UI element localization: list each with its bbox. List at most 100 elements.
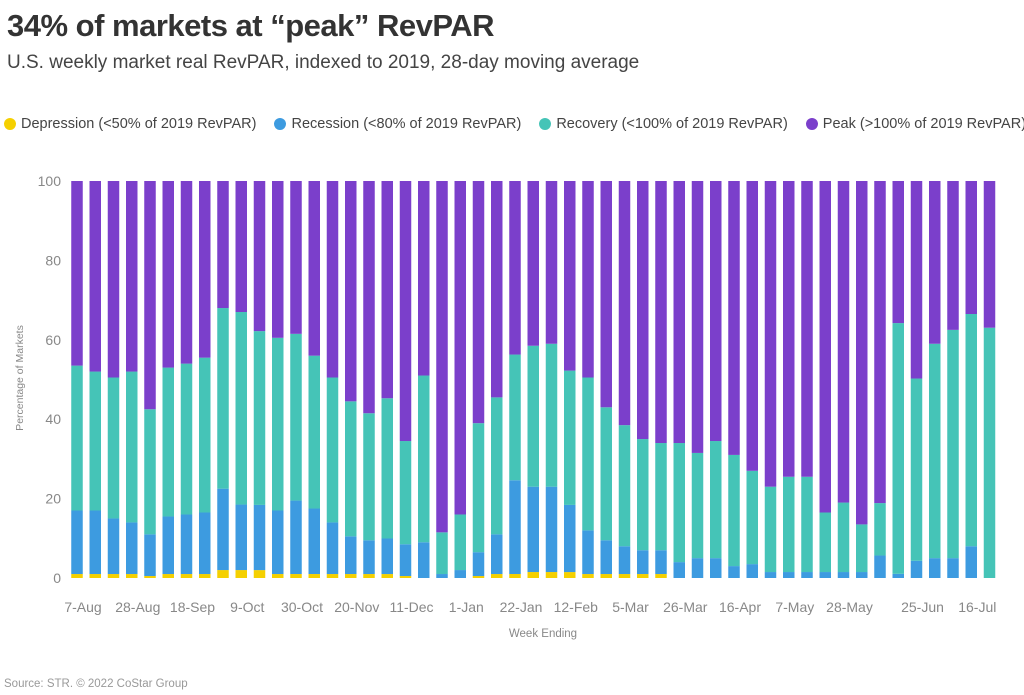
bar-segment (600, 540, 612, 575)
y-tick-label: 20 (45, 491, 61, 507)
bar-segment (107, 574, 120, 578)
bar-segment (764, 486, 777, 573)
bar-segment (253, 570, 266, 578)
legend-label-peak: Peak (>100% of 2019 RevPAR) (822, 116, 1024, 132)
x-tick-label: 5-Mar (612, 599, 649, 615)
bar-segment (929, 181, 941, 344)
bar-segment (199, 512, 211, 575)
bar-segment (235, 504, 247, 571)
x-tick-label: 20-Nov (334, 599, 379, 615)
bar-segment (655, 181, 667, 444)
bar-segment (837, 502, 850, 573)
bar-segment (71, 365, 83, 511)
bar-segment (965, 314, 977, 547)
x-axis-label: Week Ending (509, 628, 577, 640)
bar-segment (582, 530, 594, 575)
bar-segment (71, 574, 83, 578)
bar-segment (983, 327, 996, 578)
bar-segment (874, 503, 886, 556)
bar-segment (600, 574, 612, 578)
chart-title: 34% of markets at “peak” RevPAR (7, 8, 495, 43)
bar-segment (910, 560, 923, 578)
bar-segment (418, 181, 430, 376)
legend-label-recession: Recession (<80% of 2019 RevPAR) (291, 116, 522, 132)
bar-segment (856, 181, 868, 525)
bar-segment (582, 574, 594, 578)
bar-segment (691, 452, 704, 559)
bar-segment (764, 572, 777, 578)
bar-segment (509, 181, 521, 355)
bar-segment (819, 181, 831, 513)
legend-item-depression: Depression (<50% of 2019 RevPAR) (4, 116, 256, 132)
bar-segment (308, 181, 320, 356)
bar-segment (783, 572, 795, 578)
x-tick-label: 11-Dec (389, 599, 433, 615)
bar-segment (107, 518, 120, 575)
bar-segment (801, 476, 813, 573)
bar-segment (290, 181, 302, 334)
bar-segment (326, 522, 339, 575)
bar-segment (710, 441, 722, 559)
bar-segment (290, 574, 302, 578)
bar-segment (910, 378, 923, 561)
bar-segment (180, 181, 193, 364)
bar-segment (126, 574, 138, 578)
bar-segment (326, 377, 339, 523)
bar-segment (929, 343, 941, 559)
bar-segment (253, 331, 266, 505)
legend-item-peak: Peak (>100% of 2019 RevPAR) (805, 116, 1024, 132)
x-tick-label: 28-May (826, 599, 873, 615)
x-tick-label: 18-Sep (170, 599, 215, 615)
bar-segment (107, 181, 120, 378)
x-tick-label: 1-Jan (449, 599, 484, 615)
bar-segment (564, 370, 576, 505)
bar-segment (454, 570, 466, 578)
bar-segment (618, 181, 631, 426)
bar-segment (892, 181, 904, 324)
bar-segment (363, 574, 375, 578)
bar-segment (837, 572, 850, 578)
bar-segment (783, 181, 795, 477)
x-tick-label: 22-Jan (500, 599, 543, 615)
bar-segment (199, 181, 211, 358)
bar-segment (947, 558, 959, 578)
x-tick-label: 9-Oct (230, 599, 264, 615)
bar-segment (217, 488, 229, 571)
bar-segment (162, 181, 174, 368)
bar-segment (253, 504, 266, 571)
bar-segment (217, 181, 229, 309)
y-tick-label: 40 (45, 411, 61, 427)
bar-segment (345, 536, 357, 575)
bar-segment (308, 355, 320, 509)
bar-segment (637, 439, 649, 551)
bar-segment (253, 181, 266, 332)
bar-segment (691, 181, 704, 453)
bar-segment (582, 181, 594, 378)
bar-segment (308, 574, 320, 578)
bar-segment (272, 574, 284, 578)
bar-segment (637, 181, 649, 440)
bar-segment (947, 181, 959, 330)
bar-segment (162, 516, 174, 575)
bar-segment (764, 181, 777, 487)
bar-segment (345, 574, 357, 578)
bar-segment (71, 181, 83, 366)
bar-segment (527, 181, 539, 346)
bar-segment (509, 480, 521, 575)
bar-segment (564, 572, 576, 578)
bar-segment (399, 576, 412, 578)
bar-segment (655, 550, 667, 575)
bar-segment (381, 181, 393, 399)
bar-segment (582, 377, 594, 531)
bar-segment (509, 574, 521, 578)
x-tick-label: 12-Feb (554, 599, 599, 615)
bar-segment (710, 558, 722, 578)
bar-segment (326, 181, 339, 378)
source-note: Source: STR. © 2022 CoStar Group (4, 678, 188, 690)
bar-segment (436, 532, 448, 575)
bar-segment (564, 181, 576, 371)
bar-segment (199, 574, 211, 578)
bar-segment (472, 181, 485, 424)
chart-subtitle: U.S. weekly market real RevPAR, indexed … (7, 52, 640, 73)
bar-segment (107, 377, 120, 519)
